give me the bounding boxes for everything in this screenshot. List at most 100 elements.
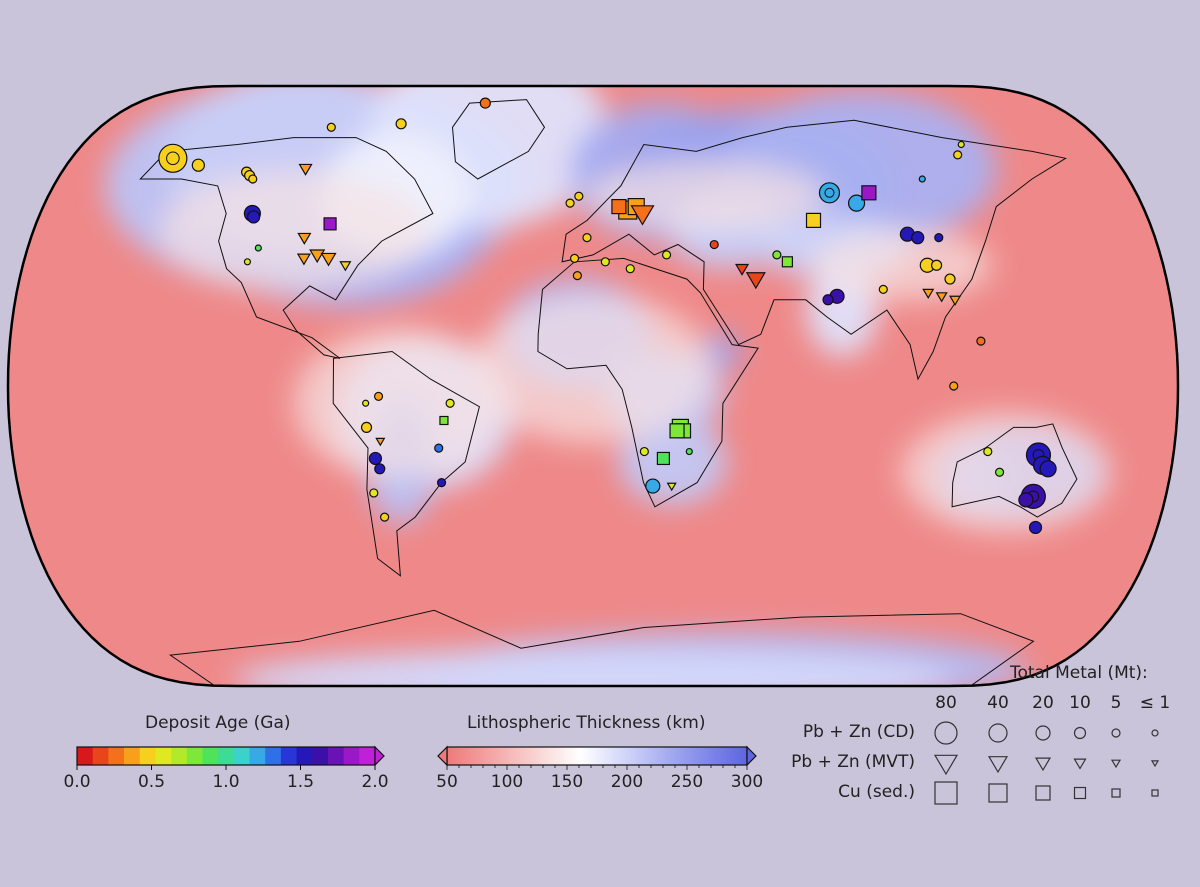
- deposit-circle: [572, 271, 582, 281]
- thickness-legend-title: Lithospheric Thickness (km): [467, 713, 706, 733]
- deposit-square: [611, 199, 627, 215]
- deposit-circle: [822, 294, 834, 306]
- deposit-circle: [243, 258, 252, 266]
- deposit-square: [323, 217, 337, 231]
- deposit-circle: [1018, 492, 1034, 508]
- deposit-circle: [373, 391, 384, 401]
- deposit-triangle: [922, 288, 935, 300]
- metal-column-header: 40: [987, 693, 1009, 713]
- deposit-circle: [600, 257, 610, 267]
- deposit-circle: [772, 250, 782, 260]
- deposit-triangle: [935, 292, 948, 303]
- thickness-tick-label: 50: [436, 772, 458, 792]
- deposit-circle: [326, 122, 336, 132]
- metal-legend-square: [1111, 788, 1121, 798]
- thickness-colorbar: [437, 745, 757, 770]
- deposit-circle: [368, 451, 383, 466]
- deposit-circle: [685, 447, 693, 456]
- metal-legend-circle: [1035, 725, 1051, 741]
- deposit-circle: [878, 284, 888, 294]
- metal-legend-symbols: [933, 721, 1160, 805]
- metal-legend-circle: [1111, 728, 1121, 738]
- deposit-circle: [479, 97, 491, 109]
- deposit-square: [656, 451, 670, 466]
- deposit-circle: [934, 233, 944, 243]
- metal-legend-triangle: [1073, 758, 1087, 770]
- deposit-circle: [847, 194, 866, 212]
- thickness-tick-label: 200: [610, 772, 644, 792]
- metal-legend-square: [988, 783, 1008, 803]
- thickness-tick-label: 150: [550, 772, 584, 792]
- metal-column-header: 10: [1069, 693, 1091, 713]
- deposit-circle: [976, 336, 986, 346]
- deposit-circle: [395, 118, 407, 130]
- age-legend-title: Deposit Age (Ga): [145, 713, 291, 733]
- metal-column-header: 5: [1110, 693, 1122, 713]
- metal-legend-triangle: [933, 754, 959, 776]
- deposit-circle: [709, 239, 719, 250]
- deposit-circle: [247, 210, 261, 224]
- age-tick-label: 2.0: [361, 772, 389, 792]
- deposit-markers: [158, 97, 1057, 535]
- deposit-circle: [818, 182, 841, 204]
- deposit-square: [781, 256, 793, 268]
- deposit-circle: [1028, 520, 1043, 535]
- deposit-circle: [569, 253, 580, 263]
- thickness-tick-label: 100: [490, 772, 524, 792]
- metal-legend-square: [1073, 786, 1087, 800]
- deposit-circle: [248, 174, 258, 184]
- deposit-triangle: [375, 437, 386, 447]
- deposit-circle: [360, 421, 373, 433]
- metal-legend-circle: [988, 723, 1008, 743]
- metal-legend-triangle: [1110, 759, 1122, 769]
- metal-legend-triangle: [1034, 757, 1052, 772]
- metal-column-header: 20: [1032, 693, 1054, 713]
- deposit-circle: [645, 478, 661, 494]
- metal-legend-triangle: [1150, 760, 1160, 768]
- deposit-circle: [565, 198, 575, 208]
- deposit-circle: [369, 488, 379, 498]
- metal-legend-circle: [1151, 729, 1159, 737]
- metal-column-header: 80: [935, 693, 957, 713]
- metal-legend-square: [1035, 785, 1051, 801]
- deposit-circle: [191, 158, 205, 172]
- metal-legend-square: [1151, 789, 1159, 797]
- deposit-circle: [158, 143, 188, 173]
- metal-legend-title: Total Metal (Mt):: [1010, 663, 1148, 683]
- deposit-circle: [639, 446, 649, 457]
- deposit-triangle: [745, 272, 766, 290]
- deposit-square: [805, 212, 822, 228]
- deposit-triangle: [297, 232, 312, 245]
- deposit-circle: [254, 244, 262, 252]
- metal-legend-circle: [1073, 726, 1087, 740]
- deposit-circle: [911, 231, 925, 245]
- deposit-circle: [445, 398, 455, 408]
- deposit-circle: [362, 399, 370, 407]
- deposit-circle: [625, 264, 635, 274]
- deposit-triangle: [298, 163, 313, 176]
- deposit-circle: [574, 191, 584, 201]
- deposit-triangle: [339, 261, 352, 272]
- deposit-circle: [949, 381, 959, 391]
- deposit-triangle: [296, 253, 311, 266]
- deposit-square: [439, 415, 449, 426]
- deposit-circle: [957, 140, 965, 149]
- age-tick-label: 1.0: [212, 772, 240, 792]
- deposit-circle: [944, 273, 956, 285]
- deposit-circle: [994, 467, 1005, 477]
- deposit-triangle: [630, 205, 655, 226]
- deposit-triangle: [320, 252, 337, 267]
- metal-legend-circle: [934, 721, 958, 745]
- thickness-tick-label: 250: [670, 772, 704, 792]
- deposit-circle: [582, 233, 592, 243]
- thickness-tick-label: 300: [730, 772, 764, 792]
- deposit-circle: [953, 150, 963, 160]
- deposit-square: [861, 185, 877, 201]
- deposit-circle: [983, 446, 993, 457]
- deposit-circle: [436, 478, 447, 488]
- deposit-circle: [930, 259, 943, 271]
- age-tick-label: 0.0: [63, 772, 91, 792]
- deposit-circle: [661, 250, 672, 260]
- metal-row-label: Pb + Zn (CD): [802, 722, 915, 742]
- metal-row-label: Cu (sed.): [838, 782, 915, 802]
